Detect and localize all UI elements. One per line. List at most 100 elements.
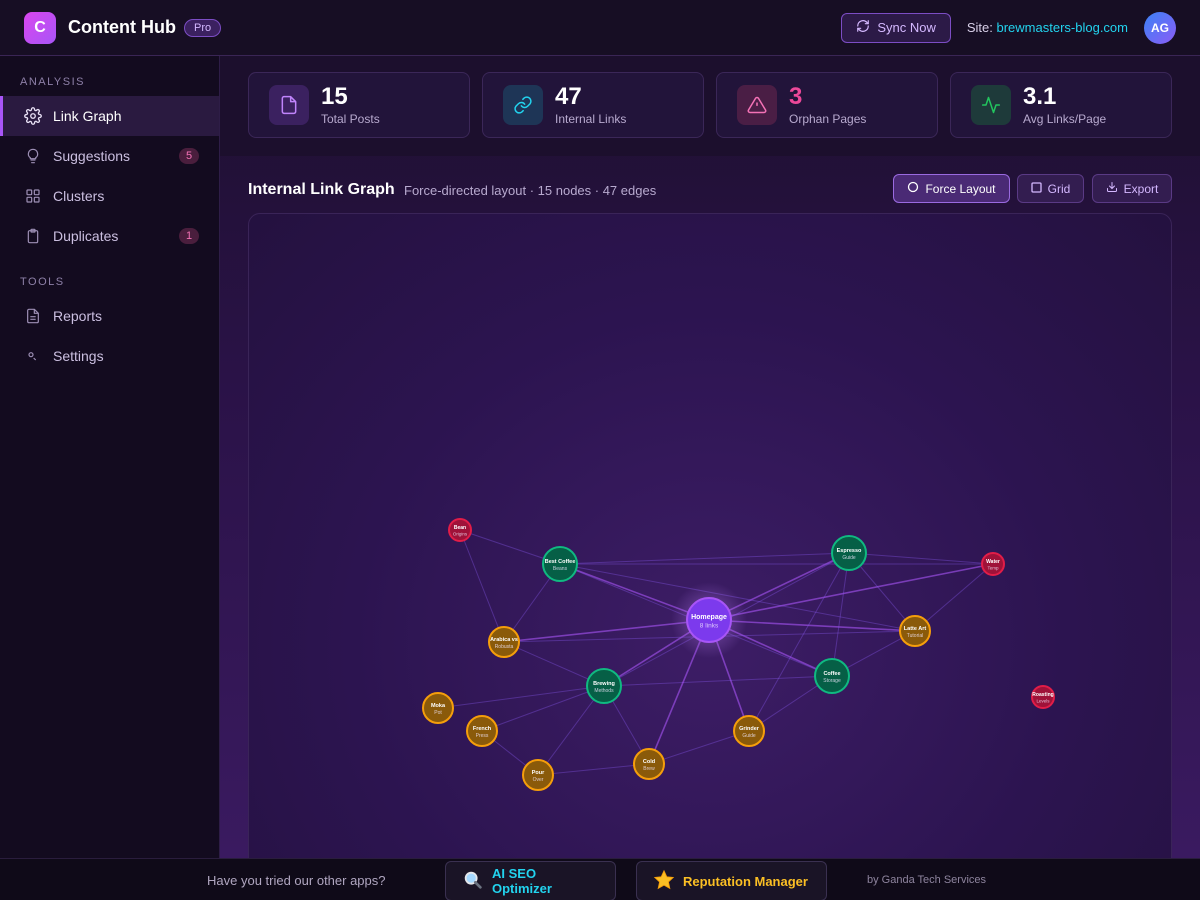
stat-value: 3 xyxy=(789,83,803,110)
graph-edge-home-water xyxy=(708,563,994,621)
graph-edge-brewing-pour xyxy=(537,685,605,776)
node-title: Arabica vs xyxy=(490,637,518,643)
node-subtitle: Guide xyxy=(742,733,756,739)
stat-card-orphan-pages: 3 Orphan Pages xyxy=(716,72,938,138)
graph-edge-brewing-moka xyxy=(437,685,605,709)
site-label: Site: xyxy=(966,20,993,35)
node-circle xyxy=(981,552,1005,576)
duplicates-count-badge: 1 xyxy=(179,228,199,244)
graph-title: Internal Link Graph xyxy=(248,181,395,198)
link-graph-canvas[interactable]: Homepage 8 links Espresso Guide Best Coffee B… xyxy=(248,213,1172,873)
sync-now-label: Sync Now xyxy=(877,20,936,35)
footer: Have you tried our other apps? AI SEO Op… xyxy=(0,858,1200,900)
star-icon xyxy=(653,869,675,894)
sidebar-item-label: Suggestions xyxy=(53,148,131,164)
graph-edge-brewing-french xyxy=(481,685,605,732)
sidebar-item-suggestions[interactable]: Suggestions 5 xyxy=(0,136,219,176)
download-icon xyxy=(1106,181,1118,196)
node-title: Roasting xyxy=(1032,692,1053,698)
sidebar-section-analysis: ANALYSIS xyxy=(20,76,85,88)
sidebar-item-clusters[interactable]: Clusters xyxy=(0,176,219,216)
force-layout-label: Force Layout xyxy=(925,181,996,196)
main-content: 15 Total Posts 47 Internal Links 3 Orpha… xyxy=(220,56,1200,873)
node-subtitle: Press xyxy=(476,733,489,739)
sidebar-item-label: Duplicates xyxy=(53,228,119,244)
node-circle xyxy=(899,615,931,647)
stat-value: 47 xyxy=(555,83,582,110)
stat-value: 3.1 xyxy=(1023,83,1057,110)
sidebar-section-tools: TOOLS xyxy=(20,276,65,288)
site-url-link[interactable]: brewmasters-blog.com xyxy=(996,20,1129,35)
footer-credit: by Ganda Tech Services xyxy=(867,874,987,886)
graph-edge-latteart-water xyxy=(914,563,994,632)
stat-label: Total Posts xyxy=(321,112,380,126)
node-title: French xyxy=(473,726,492,732)
reputation-manager-label: Reputation Manager xyxy=(683,873,808,889)
app-logo[interactable]: C xyxy=(24,11,56,44)
graph-edge-brewing-arabica xyxy=(503,641,605,687)
user-avatar[interactable]: AG xyxy=(1144,11,1176,44)
graph-edge-cold-grinder xyxy=(648,730,750,765)
node-title: Coffee xyxy=(823,671,840,677)
node-circle xyxy=(831,535,867,571)
sidebar: ANALYSIS Link Graph Suggestions 5 Cluste… xyxy=(0,56,220,858)
node-circle xyxy=(488,626,520,658)
grid-layout-button[interactable]: Grid xyxy=(1017,174,1084,203)
node-circle xyxy=(814,658,850,694)
node-subtitle: Tutorial xyxy=(907,633,924,639)
node-circle xyxy=(522,759,554,791)
export-button[interactable]: Export xyxy=(1092,174,1172,203)
link-icon xyxy=(503,85,543,125)
stat-card-total-posts: 15 Total Posts xyxy=(248,72,470,138)
node-circle xyxy=(586,668,622,704)
node-circle xyxy=(633,748,665,780)
node-subtitle: Levels xyxy=(1036,699,1050,704)
sidebar-item-duplicates[interactable]: Duplicates 1 xyxy=(0,216,219,256)
node-circle xyxy=(1031,685,1055,709)
graph-edge-brewing-storage xyxy=(603,675,833,687)
sidebar-item-reports[interactable]: Reports xyxy=(0,296,219,336)
graph-edge-espresso-storage xyxy=(831,552,850,677)
node-subtitle: Origins xyxy=(453,532,468,537)
lightbulb-icon xyxy=(24,147,42,165)
warning-icon xyxy=(737,85,777,125)
node-title: Best Coffee xyxy=(545,559,576,565)
reputation-manager-button[interactable]: Reputation Manager xyxy=(636,861,827,900)
square-icon xyxy=(1031,181,1042,196)
sidebar-item-settings[interactable]: Settings xyxy=(0,336,219,376)
refresh-icon xyxy=(856,19,870,36)
node-subtitle: Methods xyxy=(594,688,614,694)
ai-seo-optimizer-button[interactable]: AI SEO Optimizer xyxy=(445,861,616,900)
node-subtitle: 8 links xyxy=(700,623,719,630)
graph-edge-espresso-bestcoffee xyxy=(559,552,850,565)
node-title: Brewing xyxy=(593,681,615,687)
node-subtitle: Guide xyxy=(842,555,856,561)
app-name: Content Hub xyxy=(68,17,176,37)
graph-node-home[interactable]: Homepage 8 links xyxy=(671,582,747,658)
sidebar-item-label: Reports xyxy=(53,308,103,324)
graph-edge-espresso-grinder xyxy=(748,552,850,732)
sidebar-item-link-graph[interactable]: Link Graph xyxy=(0,96,219,136)
stat-card-avg-links: 3.1 Avg Links/Page xyxy=(950,72,1172,138)
node-subtitle: Over xyxy=(533,777,544,783)
force-layout-button[interactable]: Force Layout xyxy=(893,174,1010,203)
node-circle xyxy=(422,692,454,724)
clipboard-icon xyxy=(24,227,42,245)
sync-now-button[interactable]: Sync Now xyxy=(841,12,951,43)
suggestions-count-badge: 5 xyxy=(179,148,199,164)
